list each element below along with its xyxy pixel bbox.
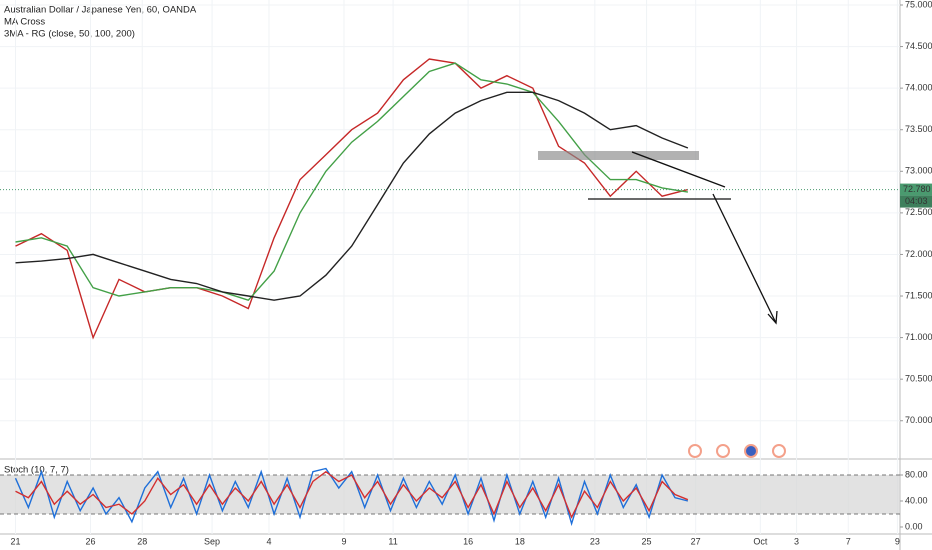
x-tick-label: 9 xyxy=(341,536,346,546)
countdown-box xyxy=(900,195,932,208)
event-icon[interactable] xyxy=(716,444,730,458)
y-tick-label: 74.500 xyxy=(905,41,932,51)
indicator-name: 3MA - RG (close, 50, 100, 200) xyxy=(4,29,135,40)
series-line xyxy=(15,62,689,302)
y-tick-label: 72.500 xyxy=(905,207,932,217)
y-tick-label: 0.00 xyxy=(905,521,923,531)
x-tick-label: 11 xyxy=(388,536,397,546)
y-tick-label: 80.00 xyxy=(905,469,928,479)
x-tick-label: 3 xyxy=(794,536,799,546)
x-tick-label: 26 xyxy=(86,536,96,546)
last-price-box xyxy=(900,183,932,196)
y-tick-label: 71.000 xyxy=(905,332,932,342)
x-tick-label: 7 xyxy=(846,536,851,546)
x-tick-label: 4 xyxy=(266,536,271,546)
x-tick-label: 18 xyxy=(515,536,525,546)
stoch-title: Stoch (10, 7, 7) xyxy=(4,465,69,476)
y-tick-label: 72.000 xyxy=(905,249,932,259)
x-tick-label: 16 xyxy=(463,536,473,546)
x-tick-label: Oct xyxy=(753,536,768,546)
resistance-zone xyxy=(538,151,699,160)
countdown-label: 04:03 xyxy=(905,196,928,206)
x-tick-label: 28 xyxy=(137,536,147,546)
y-tick-label: 75.000 xyxy=(905,0,932,9)
x-tick-label: 23 xyxy=(590,536,600,546)
series-line xyxy=(15,470,689,519)
event-icon[interactable] xyxy=(744,444,758,458)
y-tick-label: 73.500 xyxy=(905,124,932,134)
band xyxy=(0,474,900,514)
event-icons xyxy=(688,444,786,458)
y-tick-label: 73.000 xyxy=(905,166,932,176)
event-icon[interactable] xyxy=(688,444,702,458)
event-icon[interactable] xyxy=(772,444,786,458)
x-tick-label: 9 xyxy=(895,536,900,546)
y-tick-label: 71.500 xyxy=(905,290,932,300)
trend-line xyxy=(631,151,726,188)
arrow-head xyxy=(767,310,778,325)
x-tick-label: 27 xyxy=(691,536,701,546)
last-price-label: 72.780 xyxy=(903,184,931,194)
arrow xyxy=(712,193,777,324)
series-line xyxy=(15,91,689,301)
y-tick-label: 70.000 xyxy=(905,415,932,425)
chart-title: Australian Dollar / Japanese Yen, 60, OA… xyxy=(4,5,197,16)
x-tick-label: Sep xyxy=(204,536,220,546)
x-tick-label: 25 xyxy=(642,536,652,546)
y-tick-label: 74.000 xyxy=(905,83,932,93)
y-tick-label: 40.00 xyxy=(905,495,928,505)
x-tick-label: 21 xyxy=(11,536,21,546)
indicator-name: MA Cross xyxy=(4,17,45,28)
y-tick-label: 70.500 xyxy=(905,374,932,384)
